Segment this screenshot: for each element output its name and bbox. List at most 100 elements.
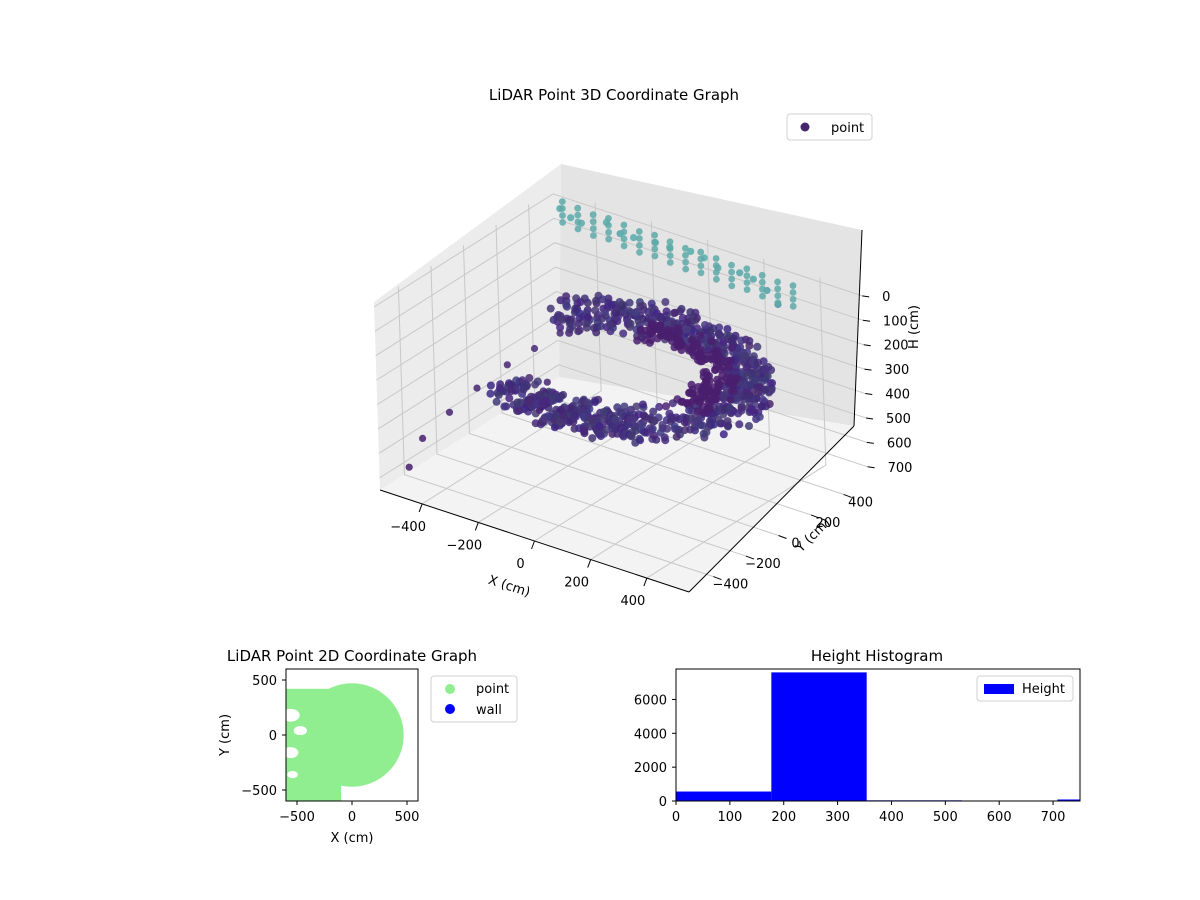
point-3d [737,403,746,412]
point-3d [757,402,766,411]
point-3d [660,433,669,442]
point-3d [574,211,582,219]
point-3d [728,381,737,390]
point-3d [598,295,607,304]
point-3d [688,336,697,345]
point-3d [588,416,596,425]
point-3d [651,238,659,246]
legend-2d-label-wall: wall [476,703,502,718]
legend-3d: point [786,113,873,141]
point-3d [717,376,726,385]
point-3d [589,211,597,219]
point-3d [556,323,565,332]
point-3d [608,424,617,433]
y-tick-label-hist: 0 [659,795,667,810]
x-tick-mark-3d [643,577,648,587]
point-3d [662,402,670,411]
point-3d [774,292,782,300]
point-3d [759,292,766,300]
point-3d [581,319,590,328]
legend-3d-frame [786,113,873,141]
z-axis-line [853,229,863,427]
point-3d [670,422,679,431]
point-3d [713,275,720,283]
y-tick-label-3d: 0 [791,537,799,552]
point-3d [700,351,709,360]
y-tick-label-hist: 4000 [634,727,667,742]
point-3d [695,331,704,340]
point-3d [575,309,584,318]
point-3d [650,416,659,425]
point-3d [666,252,674,259]
point-3d [605,235,613,243]
point-3d [514,407,523,415]
point-3d [606,320,614,329]
z-tick-mark-3d [862,319,871,322]
grid-3d [373,193,868,579]
point-3d [774,285,782,293]
point-3d [546,304,555,313]
point-3d [705,405,714,414]
y-tick-mark-3d [843,493,852,498]
point-3d [556,296,565,305]
point-3d [719,338,728,346]
point-3d [540,414,549,423]
x-tick-mark-3d [474,522,479,531]
point-3d [620,221,628,229]
chart-2d-title: LiDAR Point 2D Coordinate Graph [227,647,477,665]
x-tick-label-hist: 200 [771,810,796,825]
point-3d [620,242,628,250]
point-3d [550,423,559,432]
point-3d [738,356,747,365]
histogram-bar [676,791,772,801]
point-3d [605,215,612,222]
grid-x-line [421,202,602,505]
y-tick-label-hist: 2000 [634,761,667,776]
point-3d [755,412,764,421]
y-tick-mark-3d [713,576,722,581]
point-3d [599,407,608,416]
y-tick-label-2d: −500 [241,784,277,799]
pane-left [374,164,561,490]
z-tick-mark-3d [866,441,874,444]
point-3d [588,434,597,443]
point-3d [405,463,413,471]
point-3d [611,415,620,424]
point-3d [592,328,601,337]
point-3d [728,268,735,276]
point-3d [631,308,640,317]
point-3d [758,271,766,279]
point-3d [631,426,640,435]
point-3d [562,292,571,301]
point-3d [635,410,643,419]
point-3d [743,279,751,286]
z-tick-label-3d: 500 [886,412,911,427]
point-3d [728,282,736,290]
point-3d [719,430,728,439]
ticks-3d: −400 −200 0 200 400 −400 −200 0 200 400 0 100 200 300… [390,290,912,609]
x-tick-label-3d: −400 [390,520,426,535]
point-3d [638,421,647,430]
point-3d [728,343,737,352]
point-3d [591,398,600,407]
point-3d [632,402,641,411]
point-3d [559,219,566,226]
point-3d [687,247,695,255]
point-3d [666,259,674,266]
point-3d [590,232,597,239]
point-3d [556,329,564,337]
y-tick-mark-3d [745,555,755,560]
point-3d [647,426,656,434]
x-tick-label-3d: 200 [564,576,589,591]
point-3d [672,432,681,441]
point-3d [486,381,495,390]
point-3d [535,406,544,414]
point-3d [725,403,734,412]
point-3d [688,344,697,353]
point-3d [699,372,708,381]
point-3d [719,391,728,400]
point-3d [745,391,754,400]
point-3d [513,398,522,407]
point-3d [494,390,503,399]
point-3d [653,334,662,343]
